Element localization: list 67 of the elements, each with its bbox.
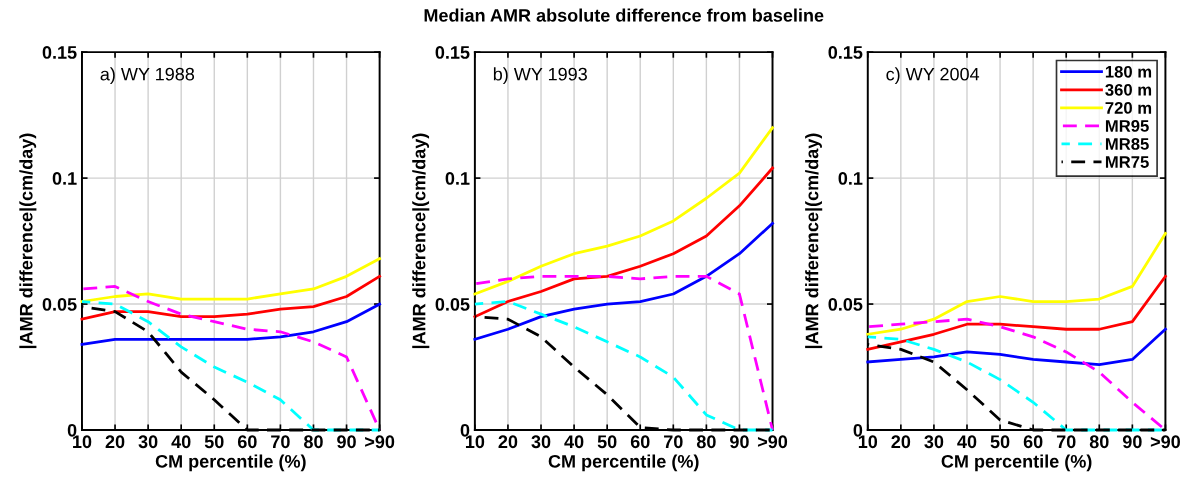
x-tick-label: 60 bbox=[237, 435, 257, 449]
x-tick-label: 30 bbox=[138, 435, 158, 449]
legend-label: 360 m bbox=[1105, 83, 1152, 96]
y-tick-label: 0.05 bbox=[435, 297, 470, 311]
x-tick-label: >90 bbox=[365, 435, 395, 449]
x-tick-label: 70 bbox=[664, 435, 683, 449]
annotation: c) WY 2004 bbox=[886, 67, 980, 85]
y-tick-label: 0 bbox=[460, 423, 470, 437]
legend-label: MR85 bbox=[1105, 138, 1149, 150]
x-tick-label: 50 bbox=[204, 435, 224, 449]
x-tick-label: >90 bbox=[1150, 435, 1180, 449]
line-series bbox=[473, 166, 774, 319]
annotation: a) WY 1988 bbox=[100, 67, 195, 85]
line-series bbox=[866, 327, 1167, 366]
line-series bbox=[80, 274, 382, 321]
x-tick-label: 80 bbox=[304, 435, 323, 449]
x-tick-label: 20 bbox=[105, 435, 125, 449]
x-tick-label: 30 bbox=[924, 435, 944, 449]
y-tick-label: 0.1 bbox=[52, 172, 77, 185]
y-axis-title: |AMR difference|(cm/day) bbox=[805, 133, 823, 349]
line-series bbox=[866, 232, 1167, 336]
y-axis-title: |AMR difference|(cm/day) bbox=[412, 133, 430, 349]
x-axis-title: CM percentile (%) bbox=[941, 454, 1092, 472]
x-tick-label: 50 bbox=[990, 435, 1010, 449]
y-tick-label: 0 bbox=[67, 423, 77, 437]
x-tick-label: 60 bbox=[630, 435, 650, 449]
y-tick-label: 0.05 bbox=[828, 297, 863, 311]
x-tick-label: 70 bbox=[1056, 435, 1076, 449]
y-tick-label: 0.05 bbox=[42, 297, 77, 311]
x-axis-title: CM percentile (%) bbox=[548, 454, 699, 472]
legend-label: MR95 bbox=[1105, 120, 1149, 132]
x-tick-label: 40 bbox=[564, 435, 584, 449]
x-tick-label: 30 bbox=[531, 435, 551, 449]
x-tick-label: 10 bbox=[858, 435, 878, 449]
line-series bbox=[473, 222, 774, 341]
x-tick-label: 20 bbox=[891, 435, 911, 449]
y-tick-label: 0.15 bbox=[42, 46, 77, 59]
x-tick-label: 40 bbox=[957, 435, 977, 449]
legend-label: 720 m bbox=[1105, 102, 1152, 114]
chart-title: Median AMR absolute difference from baseline bbox=[424, 8, 824, 22]
y-tick-label: 0.15 bbox=[828, 46, 863, 59]
x-tick-label: 20 bbox=[498, 435, 518, 449]
x-tick-label: 10 bbox=[73, 435, 92, 449]
line-series bbox=[80, 302, 382, 346]
x-tick-label: 60 bbox=[1023, 435, 1043, 449]
x-tick-label: 40 bbox=[171, 435, 191, 449]
x-tick-label: 70 bbox=[271, 435, 290, 449]
line-series bbox=[473, 126, 774, 296]
x-tick-label: 90 bbox=[337, 435, 356, 449]
x-tick-label: >90 bbox=[757, 435, 788, 449]
x-tick-label: 90 bbox=[730, 435, 749, 449]
x-tick-label: 80 bbox=[1089, 435, 1109, 449]
x-axis-title: CM percentile (%) bbox=[155, 454, 306, 472]
x-tick-label: 10 bbox=[465, 435, 485, 449]
x-tick-label: 90 bbox=[1122, 435, 1142, 449]
y-axis-title: |AMR difference|(cm/day) bbox=[19, 133, 37, 349]
legend-label: 180 m bbox=[1105, 65, 1152, 78]
line-series bbox=[866, 274, 1167, 351]
x-tick-label: 80 bbox=[696, 435, 716, 449]
y-tick-label: 0 bbox=[853, 423, 863, 437]
legend-label: MR75 bbox=[1105, 156, 1149, 168]
annotation: b) WY 1993 bbox=[493, 67, 587, 85]
y-tick-label: 0.1 bbox=[838, 172, 863, 185]
x-tick-label: 50 bbox=[597, 435, 617, 449]
line-series bbox=[80, 257, 382, 303]
y-tick-label: 0.15 bbox=[435, 46, 470, 59]
y-tick-label: 0.1 bbox=[445, 172, 470, 185]
